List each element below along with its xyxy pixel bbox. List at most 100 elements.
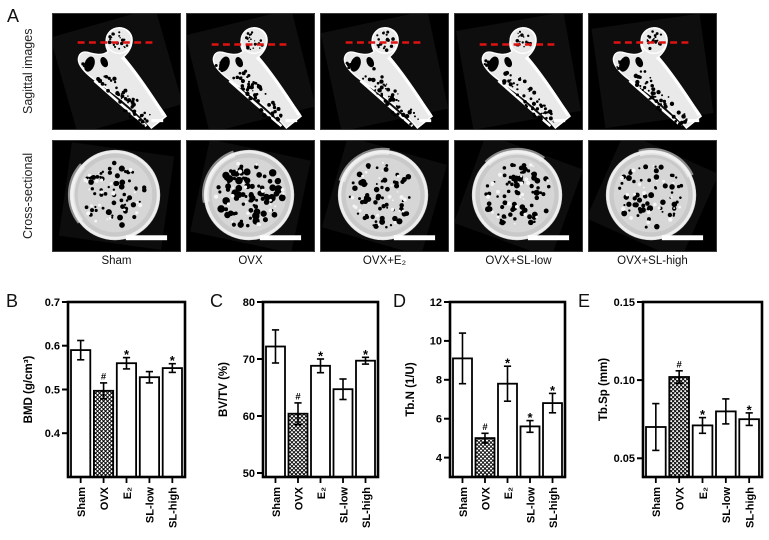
- error-bar-sl-high: [745, 412, 753, 427]
- bone-cross-section: [67, 149, 161, 241]
- significance-marker-ovx: #: [482, 422, 488, 433]
- error-bar-sl-high: [548, 392, 557, 414]
- error-bar-e: [503, 365, 512, 402]
- significance-marker-sl-low: *: [527, 410, 533, 425]
- bone-cross-section: [337, 147, 429, 241]
- error-bar-sham: [271, 329, 280, 364]
- trabecular-texture: [83, 160, 147, 228]
- y-tick-label: 80: [243, 297, 255, 309]
- y-axis-label: BMD (g/cm³): [23, 355, 35, 423]
- x-tick-label-sl-high: SL-high: [548, 487, 560, 528]
- scale-bar: [419, 119, 432, 123]
- column-label-ovx-e2: OVX+E₂: [362, 255, 407, 267]
- bar-sl-high: [738, 418, 760, 478]
- trabecular-texture: [213, 161, 286, 228]
- y-axis-label: Tb.Sp (mm): [598, 358, 610, 421]
- column-label-ovx: OVX: [238, 255, 263, 267]
- error-bar-e: [698, 416, 707, 435]
- y-tick-label: 0.5: [45, 384, 60, 396]
- significance-marker-sl-high: *: [747, 402, 753, 417]
- sagittal-image-ovx-sl-high: [588, 13, 717, 130]
- x-tick-label-sl-high: SL-high: [745, 487, 757, 528]
- error-bar-ovx: [675, 370, 683, 385]
- panel-c-label: C: [210, 291, 223, 311]
- error-bar-sl-low: [339, 378, 347, 401]
- bone-cross-section: [471, 147, 563, 241]
- error-bar-e: [122, 356, 131, 370]
- error-bar-sham: [77, 339, 85, 361]
- trabecular-texture: [616, 30, 689, 129]
- plot-box: [641, 300, 764, 479]
- error-bar-sl-low: [145, 370, 153, 384]
- sagittal-image-ovx-sl-low: [454, 13, 583, 130]
- error-bar-sl-high: [168, 362, 176, 374]
- x-tick-label-sl-high: SL-high: [361, 487, 373, 528]
- x-tick-label-sham: Sham: [651, 487, 663, 517]
- scale-bar: [687, 119, 700, 123]
- chart-e-svg: Sham # OVX * E₂ SL-low * SL-high 0.05 0.10 0.15 Tb.…: [598, 297, 764, 528]
- scale-bar: [661, 235, 704, 241]
- y-tick-label: 0.15: [614, 297, 635, 309]
- error-bar-e: [316, 358, 325, 374]
- bar-sl-high: [355, 359, 376, 478]
- bar-sl-high: [161, 367, 183, 478]
- y-tick-label: 60: [243, 411, 255, 423]
- x-tick-label-sham: Sham: [76, 487, 88, 517]
- x-tick-label-sl-high: SL-high: [168, 487, 180, 528]
- column-label-ovx-sl-low: OVX+SL-low: [485, 255, 552, 267]
- cross-sectional-image-ovx-sl-high: [588, 140, 717, 252]
- chart-panel-bvtv: Sham # OVX * E₂ SL-low * SL-high 50 60 70 80 BV/TV (…: [213, 294, 384, 540]
- chart-panel-tbn: Sham # OVX * E₂ * SL-low * SL-high 4 6 8 10 12 Tb.N (1…: [400, 294, 571, 540]
- sagittal-image-ovx-e: [320, 13, 449, 130]
- bar-sham: [265, 345, 286, 478]
- y-tick-label: 0.7: [45, 297, 60, 309]
- significance-marker-e: *: [505, 356, 511, 371]
- y-axis-label: Tb.N (1/U): [405, 362, 417, 416]
- error-bar-sl-low: [722, 398, 730, 425]
- significance-marker-e: *: [700, 407, 706, 422]
- panel-e-label: E: [578, 291, 591, 311]
- femur-bone: [77, 27, 168, 129]
- panel-a-label: A: [7, 6, 20, 26]
- significance-marker-e: *: [124, 347, 130, 362]
- bar-e: [115, 362, 138, 478]
- scale-bar: [259, 235, 302, 241]
- y-tick-label: 0.10: [614, 375, 635, 387]
- hatch-pattern: [475, 437, 495, 478]
- sagittal-image-ovx: [186, 13, 315, 130]
- error-bar-ovx: [294, 402, 302, 426]
- panel-d-label: D: [393, 291, 406, 311]
- hatch-pattern: [288, 413, 308, 478]
- scale-bar: [527, 235, 570, 241]
- significance-marker-ovx: #: [101, 371, 107, 382]
- cross-sectional-image-sham: [52, 140, 181, 252]
- y-tick-label: 70: [243, 354, 255, 366]
- scale-bar: [393, 235, 436, 241]
- bar-e: [310, 364, 331, 478]
- x-tick-label-ovx: OVX: [293, 486, 305, 510]
- hatch-pattern: [668, 376, 690, 478]
- row-label-sagittal-images: Sagittal images: [21, 28, 35, 115]
- x-tick-label-e: E₂: [316, 487, 328, 499]
- chart-d-svg: Sham # OVX * E₂ * SL-low * SL-high 4 6 8 10 12 Tb.N (1…: [405, 297, 567, 528]
- chart-b-svg: Sham # OVX * E₂ SL-low * SL-high 0.4 0.5 0.6 0.7 BMD…: [23, 297, 187, 528]
- y-axis-label: BV/TV (%): [218, 362, 230, 417]
- trabecular-texture: [348, 161, 412, 229]
- sagittal-image-sham: [52, 13, 181, 130]
- bar-sham: [70, 349, 92, 478]
- column-label-ovx-sl-high: OVX+SL-high: [617, 255, 688, 267]
- femur-bone: [343, 27, 434, 129]
- femur-bone: [481, 27, 572, 129]
- bar-sl-low: [519, 425, 541, 478]
- trabecular-texture: [81, 31, 151, 127]
- x-tick-label-ovx: OVX: [480, 486, 492, 510]
- significance-marker-sl-high: *: [363, 347, 369, 362]
- significance-marker-ovx: #: [677, 359, 683, 370]
- cross-sectional-image-ovx-sl-low: [454, 140, 583, 252]
- femur-bone: [212, 27, 303, 129]
- x-tick-label-sl-low: SL-low: [525, 487, 537, 523]
- x-tick-label-e: E₂: [122, 487, 134, 499]
- x-tick-label-sl-low: SL-low: [338, 487, 350, 523]
- x-tick-label-sham: Sham: [458, 487, 470, 517]
